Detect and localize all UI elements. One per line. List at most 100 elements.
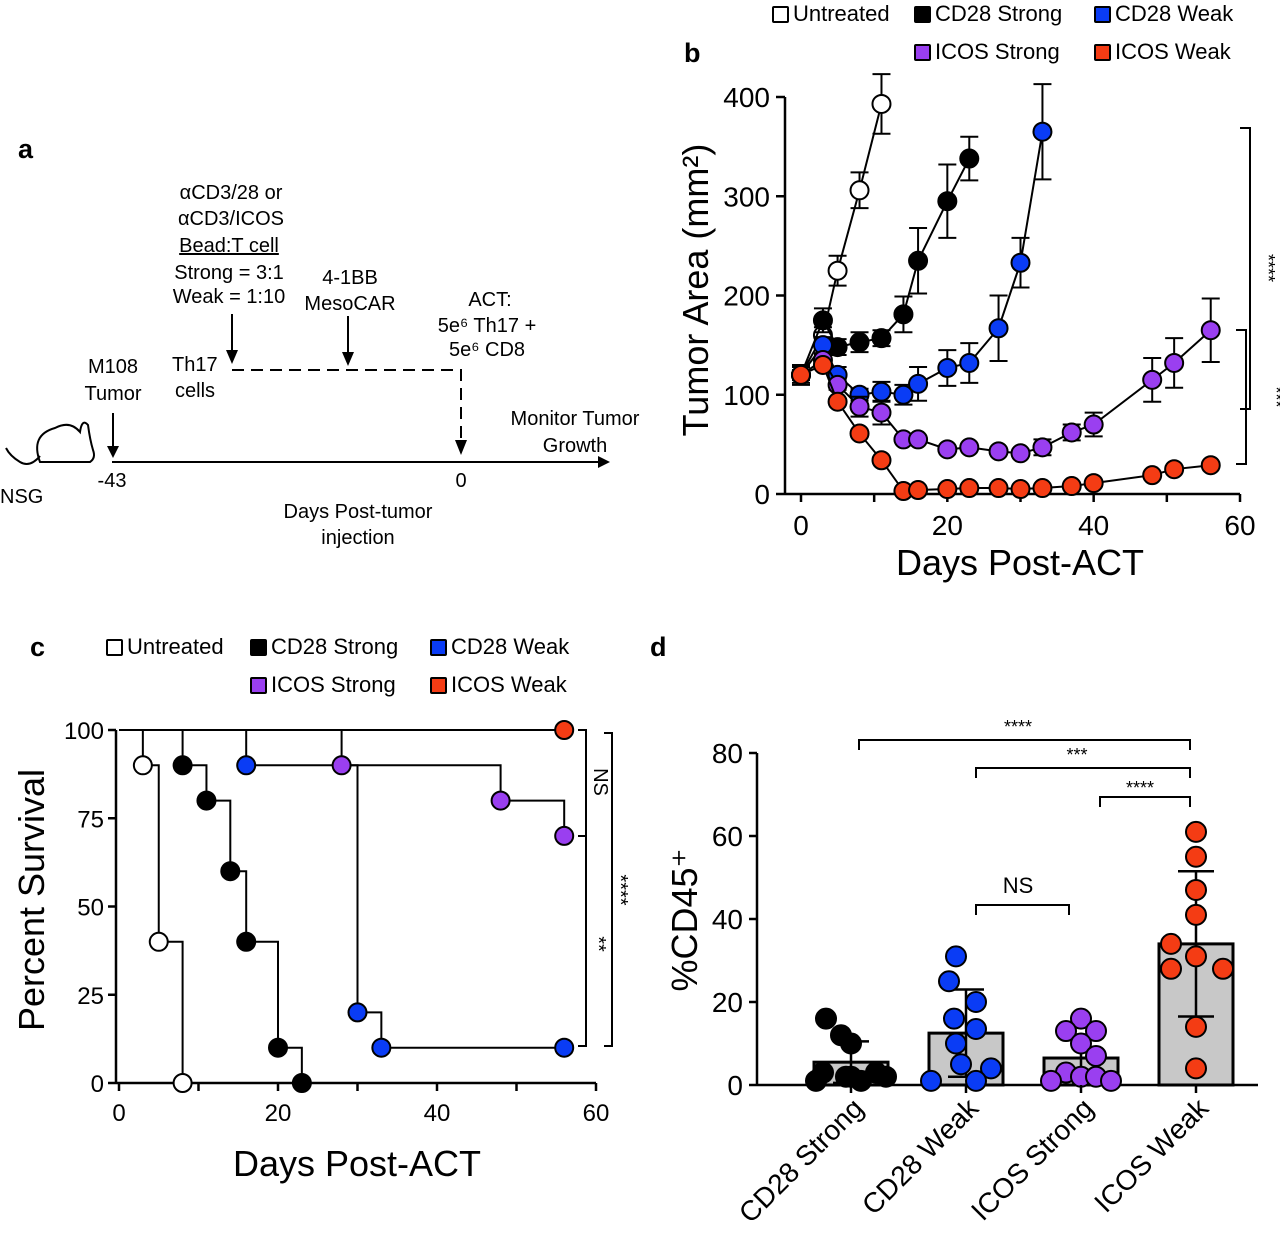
significance-label: **** [1004,717,1032,737]
legend-b-cd28-strong: CD28 Strong [914,3,1062,25]
legend-swatch [914,5,931,23]
culture-dashed-line [232,369,462,440]
x-tick-label: 60 [1224,510,1255,541]
y-tick-label: 75 [77,806,104,833]
data-point [554,720,575,740]
bead-text-2: αCD3/ICOS [177,208,285,230]
data-point [937,439,958,460]
data-point [1100,1069,1122,1092]
y-tick-label: 100 [64,718,104,745]
data-point [791,364,811,385]
significance-label: *** [1266,386,1280,407]
data-point [554,1037,575,1058]
y-tick-label: 200 [723,281,770,312]
data-point [849,332,870,353]
y-tick-label: 100 [723,380,770,411]
y-tick-label: 60 [712,821,743,852]
data-point [1142,369,1163,390]
data-point [965,1069,987,1092]
significance-label: **** [1258,254,1278,282]
data-point [1212,957,1234,980]
data-point [988,318,1009,339]
significance-bracket [578,835,587,1047]
series-icos_weak [119,720,575,740]
legend-label: ICOS Weak [1115,39,1231,64]
significance-bracket [858,739,1191,750]
legend-swatch [430,638,447,656]
data-point [1032,437,1053,458]
data-point [959,148,980,169]
data-point [148,931,169,952]
data-point [1185,878,1207,901]
data-point [959,437,980,458]
data-point [988,441,1009,462]
y-tick-label: 300 [723,181,770,212]
bar-group [1040,1007,1122,1092]
x-tick-label: 20 [932,510,963,541]
data-point [268,1037,288,1058]
x-tick-label: 0 [112,1100,125,1127]
data-point [849,423,870,444]
bead-text-3: Bead:T cell [179,235,279,257]
legend-label: CD28 Weak [451,634,570,659]
data-point [849,396,870,417]
data-point [871,402,892,423]
data-point [1083,473,1104,494]
legend-b-untreated: Untreated [772,3,890,25]
data-point [1085,1020,1107,1043]
y-tick-label: 40 [712,904,743,935]
schematic-axis-label-2: injection [321,527,395,549]
data-point [1083,414,1104,435]
panel-label-c: c [30,632,46,662]
data-point [840,1065,862,1088]
data-point [908,250,929,271]
legend-c-cd28-weak: CD28 Weak [430,636,569,658]
data-point [908,480,929,501]
legend-swatch [1094,5,1111,23]
bar-group [1157,820,1235,1087]
data-point [172,755,193,776]
data-point [1061,476,1082,497]
data-point [908,373,929,394]
series-icos_weak [791,354,1221,502]
car-text-1: 4-1BB [322,267,378,289]
data-point [937,357,958,378]
y-axis-label: Tumor Area (mm²) [675,144,716,437]
act-arrowhead [455,440,467,455]
panel-label-a: a [18,134,34,164]
legend-label: CD28 Strong [935,1,1063,26]
legend-label: ICOS Weak [451,672,567,697]
panel-label-d: d [650,632,667,662]
schematic [5,314,610,468]
y-tick-label: 400 [723,82,770,113]
data-point [805,1069,827,1092]
schematic-axis-label-1: Days Post-tumor [283,501,433,523]
th17-text-1: Th17 [172,354,218,376]
data-point [945,1032,967,1055]
y-tick-label: 20 [712,987,743,1018]
monitor-text-2: Growth [542,435,608,457]
th17-text-2: cells [175,380,216,402]
data-point [827,391,848,412]
data-point [196,790,217,811]
significance-bracket [975,904,1070,915]
legend-label: Untreated [793,1,890,26]
legend-swatch [250,676,267,694]
mouse-label: NSG [0,486,44,508]
survival-curve [119,729,566,836]
data-point [812,310,833,331]
data-point [1200,455,1221,476]
y-tick-label: 25 [77,983,104,1010]
legend-c-untreated: Untreated [106,636,224,658]
data-point [871,93,892,114]
legend-swatch [430,676,447,694]
data-point [1164,352,1185,373]
data-point [220,861,241,882]
y-tick-label: 80 [712,738,743,769]
data-point [980,1057,1002,1080]
panel-c-plot: 0 25 50 75 100 0 20 40 60 Days Post-ACT Percent Su… [11,718,631,1184]
significance-label: **** [1126,778,1154,798]
data-point [1010,479,1031,500]
significance-label: **** [609,874,631,905]
